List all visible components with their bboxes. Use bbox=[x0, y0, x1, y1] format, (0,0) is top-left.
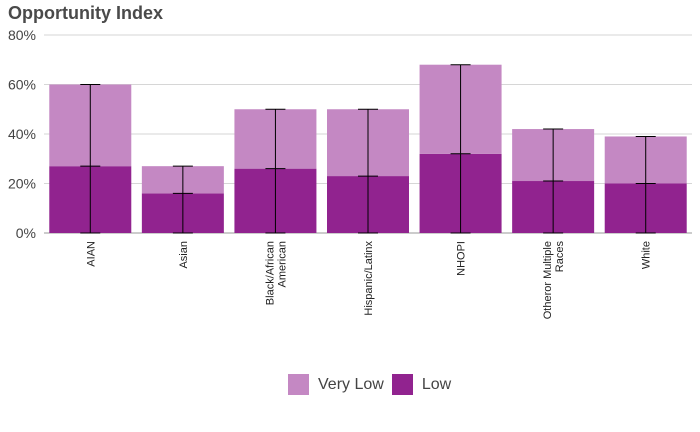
x-tick-label: NHOPI bbox=[456, 241, 468, 276]
x-tick-label: Races bbox=[554, 241, 566, 273]
x-tick-label: American bbox=[276, 241, 288, 287]
y-tick-label: 60% bbox=[8, 77, 36, 93]
legend-item-low[interactable]: Low bbox=[391, 374, 452, 395]
legend-swatch-very-low bbox=[288, 374, 309, 395]
legend-swatch-low bbox=[391, 374, 413, 395]
legend-item-very-low[interactable]: Very Low bbox=[288, 374, 384, 395]
x-tick-label: Black/African bbox=[264, 241, 276, 305]
x-tick-label: White bbox=[641, 241, 653, 269]
x-tick-label: Asian bbox=[178, 241, 190, 269]
y-tick-label: 80% bbox=[8, 27, 36, 43]
chart-legend: Very Low Low bbox=[288, 374, 459, 395]
x-tick-label: AIAN bbox=[85, 241, 97, 267]
y-tick-label: 40% bbox=[8, 126, 36, 142]
y-tick-label: 20% bbox=[8, 176, 36, 192]
x-tick-label: Hispanic/Latinx bbox=[363, 241, 375, 316]
x-tick-label: Otheror Multiple bbox=[542, 241, 554, 319]
legend-label-low: Low bbox=[421, 375, 452, 393]
chart-title: Opportunity Index bbox=[8, 3, 163, 23]
y-tick-label: 0% bbox=[16, 225, 36, 241]
legend-label-very-low: Very Low bbox=[318, 375, 384, 393]
